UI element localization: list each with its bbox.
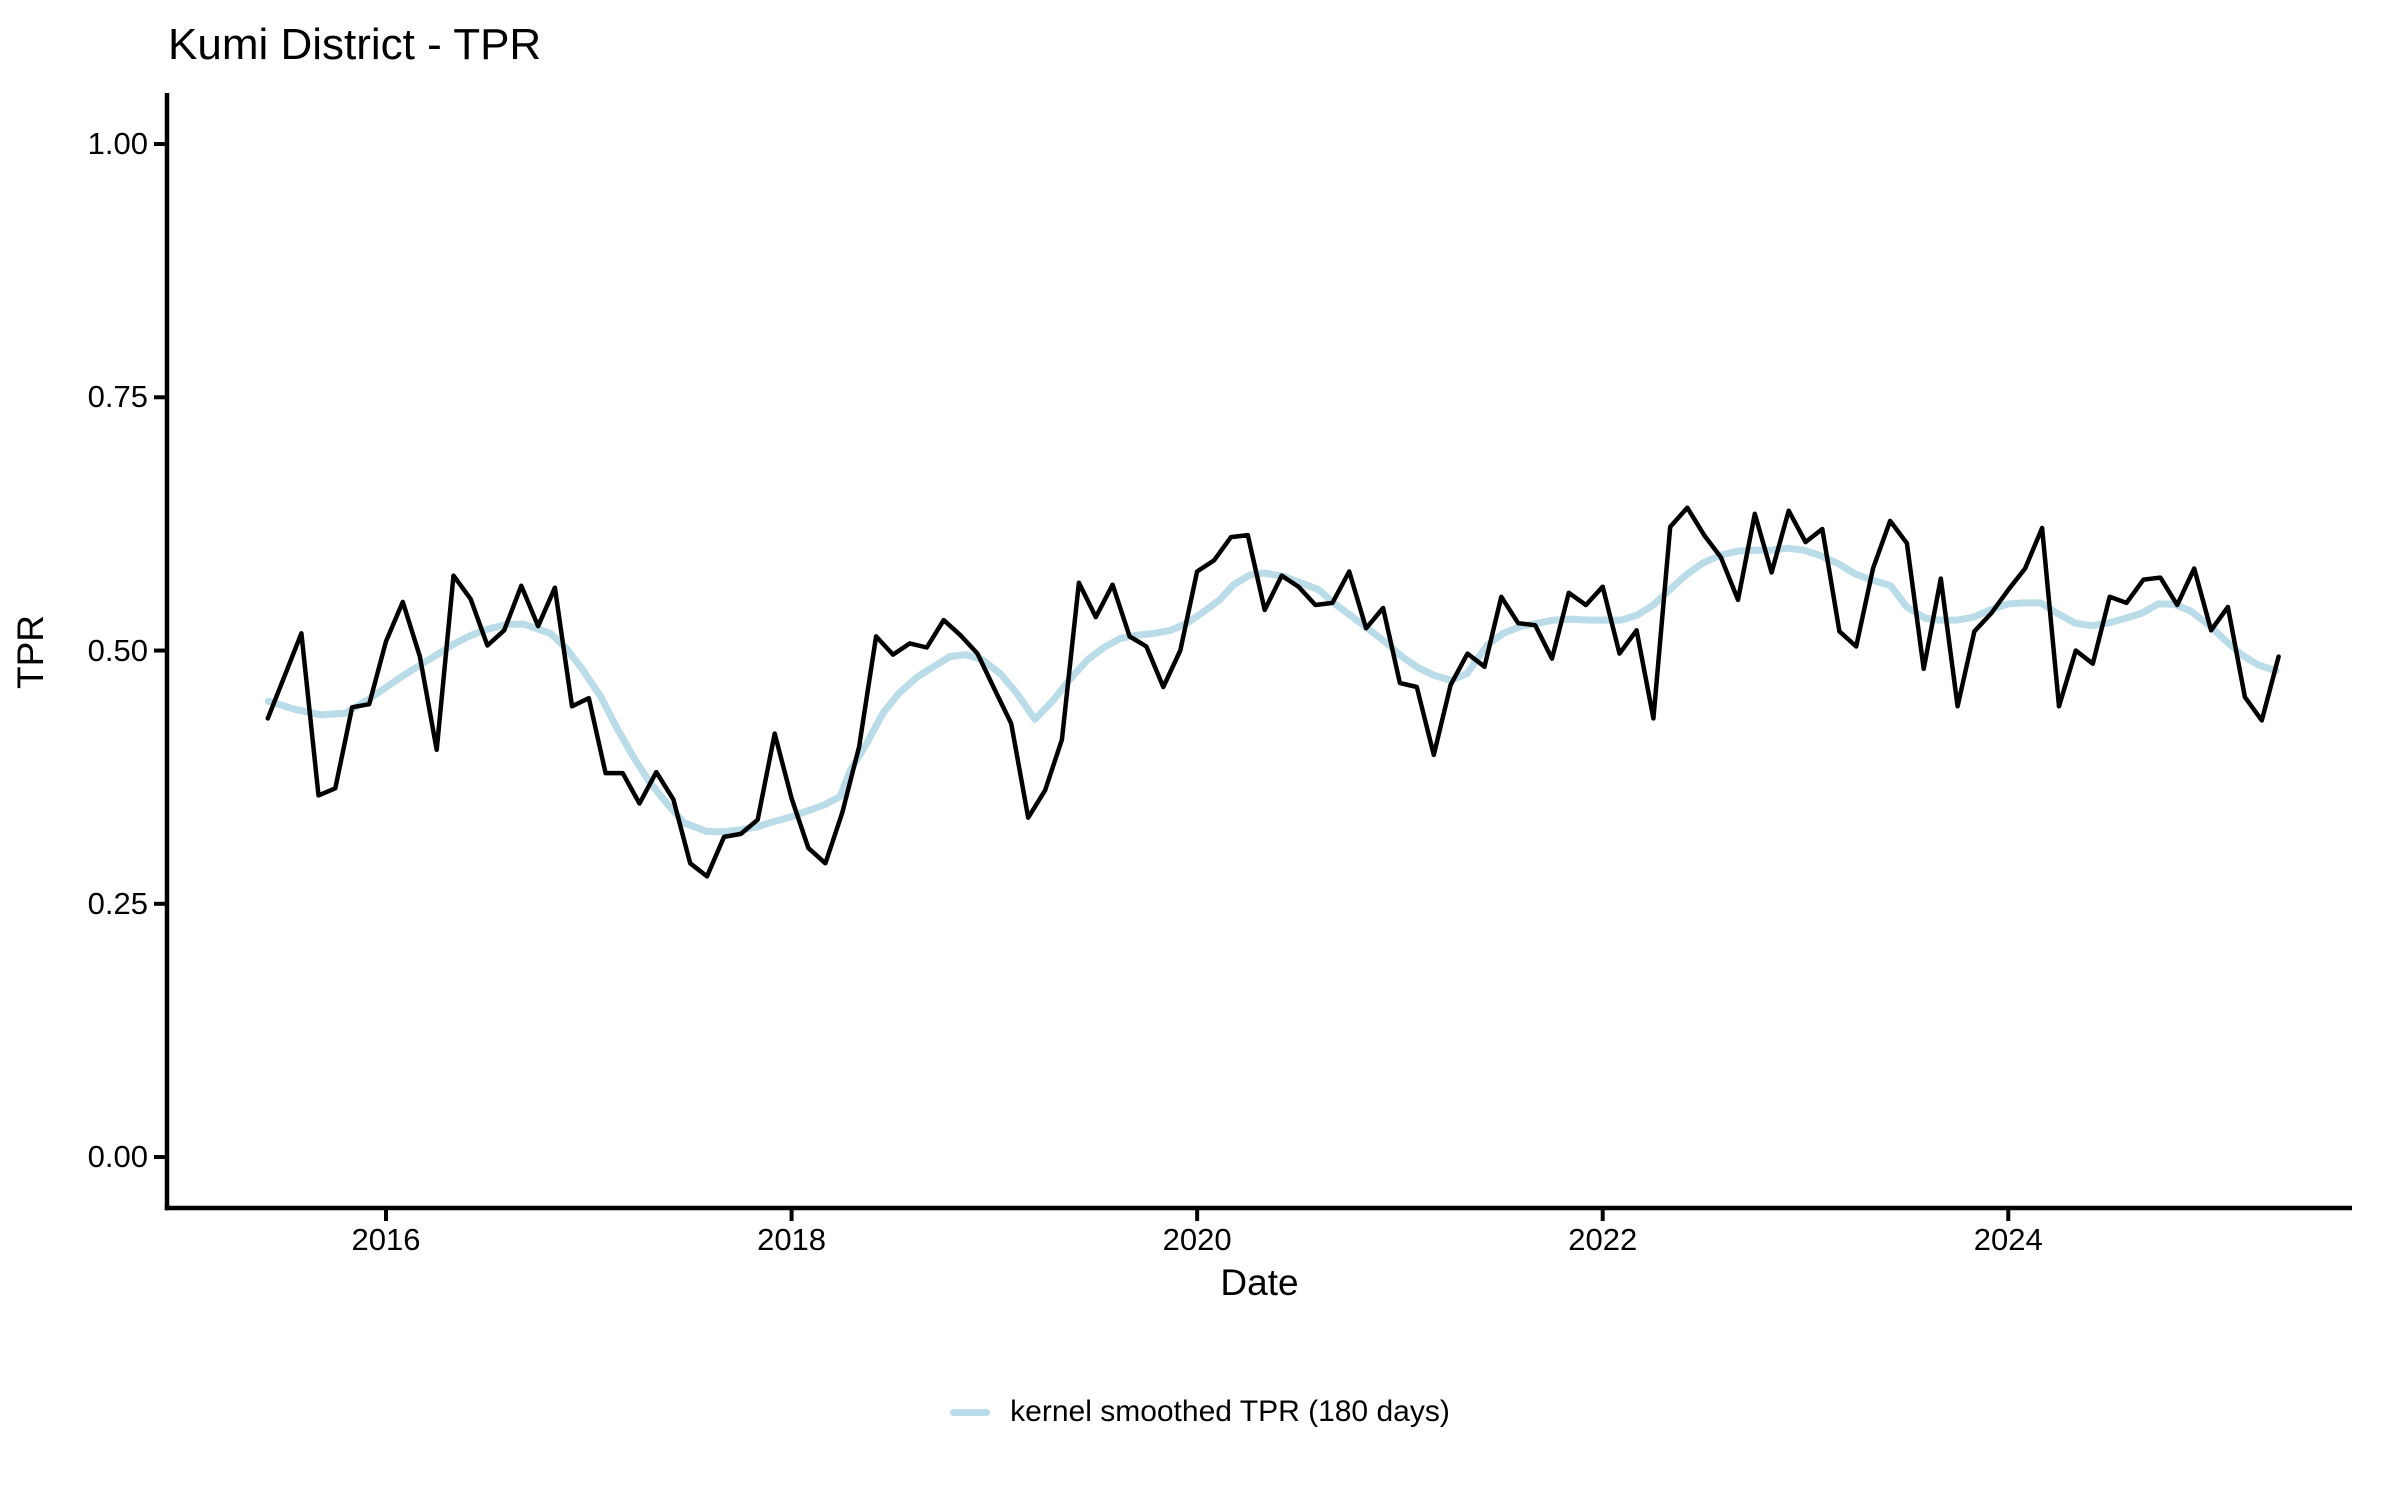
y-tick-label: 0.25 [87,885,148,921]
y-tick-label: 0.75 [87,379,148,415]
legend-line-swatch [950,1408,991,1416]
x-tick-label: 2016 [351,1222,421,1257]
legend: kernel smoothed TPR (180 days) [0,1395,2400,1429]
chart-title: Kumi District - TPR [168,20,542,69]
x-axis-title-wrap: Date [167,1262,2352,1304]
legend-label: kernel smoothed TPR (180 days) [1010,1395,1450,1428]
x-tick-label: 2020 [1162,1222,1232,1257]
x-tick-label: 2022 [1568,1222,1638,1257]
x-axis-label: Date [1220,1262,1299,1303]
raw-tpr-line [265,505,2281,879]
x-tick-label: 2018 [757,1222,827,1257]
y-tick-label: 0.50 [87,632,148,668]
x-tick-label: 2024 [1973,1222,2043,1257]
y-tick-label: 0.00 [87,1139,148,1175]
y-tick-label: 1.00 [87,126,148,162]
